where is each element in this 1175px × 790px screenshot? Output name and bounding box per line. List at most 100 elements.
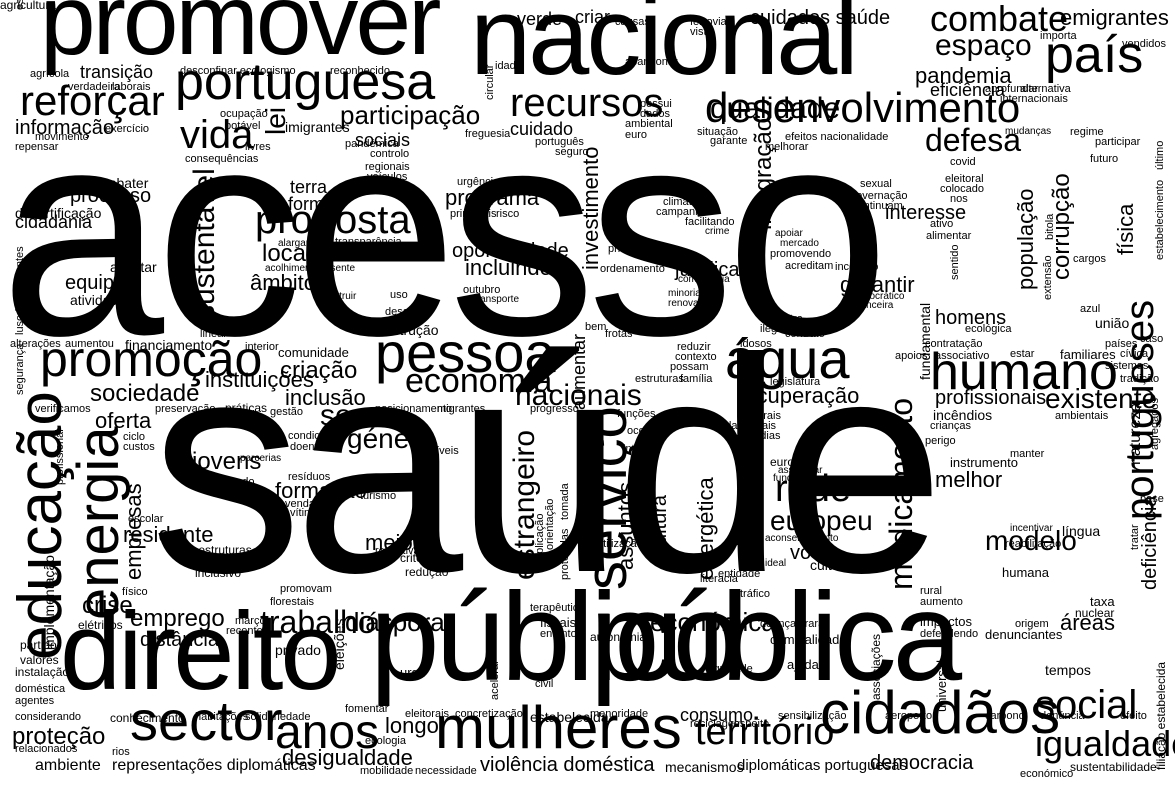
word-acelerar: acelerar [489, 660, 501, 700]
word-repensar: repensar [15, 140, 59, 153]
word-língua: língua [1062, 523, 1101, 540]
word-sector: sector [130, 689, 283, 753]
word-nos: nos [950, 192, 968, 205]
word-financeira: financeira [850, 299, 894, 311]
word-ecológica: ecológica [965, 322, 1012, 335]
word-potável: potável [225, 119, 261, 132]
word-crime: crime [705, 225, 730, 237]
word-garantir: garantir [840, 272, 915, 298]
word-sustentável: sustentável [188, 168, 221, 320]
word-último: último [1154, 140, 1166, 170]
word-ideal: ideal [765, 557, 787, 569]
word-concretização: concretização [455, 707, 523, 720]
word-promover: promover [40, 0, 441, 76]
word-ferrovia: ferrovia [690, 15, 727, 28]
word-português: português [535, 135, 584, 148]
word-idosos: idosos [740, 337, 772, 350]
word-áreas: áreas [1060, 610, 1116, 636]
word-equipas: equipas [65, 271, 136, 294]
word-exercício: exercício [105, 122, 150, 135]
word-crianças: crianças [930, 419, 971, 432]
word-recuperação: recuperação [737, 383, 860, 409]
word-valores: valores [20, 652, 59, 667]
word-mercado: mercado [780, 237, 819, 249]
word-reforçar: reforçar [20, 76, 165, 124]
word-transporte: transporte [474, 293, 520, 305]
word-física: física [1113, 203, 1138, 255]
word-alternativa: alternativa [1020, 82, 1071, 95]
word-entanto: entanto [540, 627, 577, 640]
word-livres: livres [245, 140, 271, 153]
word-apoiar: apoiar [775, 227, 803, 239]
word-apostar: apostar [110, 259, 157, 276]
word-combate: combate [930, 0, 1069, 39]
word-reciclagem: reciclagem [690, 717, 744, 730]
word-manter: manter [1010, 447, 1045, 460]
word-direito: direito [60, 589, 342, 713]
word-progresso: progresso [530, 402, 579, 415]
word-associações: associações [869, 633, 883, 700]
word-incluindo: incluindo [465, 255, 552, 281]
word-florestais: florestais [270, 595, 315, 608]
word-modo: modo [227, 475, 255, 488]
word-circular: circular [484, 64, 496, 100]
word-interior: interior [245, 340, 279, 353]
word-alargando: alargando [278, 237, 323, 249]
word-total: total [775, 322, 796, 335]
word-doentes: doentes [290, 440, 330, 453]
word-inclusivo: inclusivo [195, 565, 242, 580]
word-associativo: associativo [935, 349, 990, 362]
word-alimentar: alimentar [926, 229, 972, 242]
word-rural: rural [920, 584, 943, 597]
word-climáticas: climáticas [663, 195, 712, 208]
word-alterações: alterações [10, 337, 61, 350]
word-apoios: apoios [895, 349, 928, 362]
word-critérios: critérios [400, 550, 443, 565]
word-tráfico: tráfico [740, 587, 770, 600]
word-anos: anos [275, 706, 380, 760]
word-turismo: turismo [360, 489, 397, 502]
word-solidariedade: solidariedade [245, 710, 311, 723]
word-instrumento: instrumento [950, 455, 1018, 471]
word-renováveis: renováveis [336, 249, 385, 261]
word-proteção: proteção [12, 723, 106, 751]
word-âmbito: âmbito [250, 270, 317, 296]
word-violência-doméstica: violência doméstica [480, 753, 655, 776]
word-eleições: eleições [331, 618, 347, 670]
word-outubro: outubro [463, 283, 501, 296]
word-efeitos-nacionalidade: efeitos nacionalidade [785, 130, 889, 143]
word-ambiental: ambiental [625, 117, 673, 130]
word-lusodescendentes: lusodescendentes [14, 246, 26, 335]
word-países: países [1105, 337, 1138, 350]
word-estabelecida: estabelecida [530, 709, 609, 726]
word-humana: humana [1002, 565, 1049, 581]
word-social: social [1035, 683, 1138, 728]
word-níveis: níveis [430, 444, 459, 457]
word-risco: risco [496, 207, 520, 220]
word-escolas: escolas [212, 487, 250, 500]
word-cívica: cívica [1120, 347, 1149, 360]
word-culturais: culturais [740, 409, 781, 422]
word-desafios: desafios [385, 305, 426, 318]
word-bitola: bitola [1044, 213, 1056, 240]
word-terapêutica: terapêutica [530, 601, 585, 614]
word-infraestruturas: infraestruturas [175, 542, 252, 557]
word-tradição: tradição [1120, 372, 1160, 385]
word-covid: covid [950, 155, 976, 168]
word-bem: bem [585, 320, 607, 333]
word-ambientais: ambientais [1055, 409, 1109, 422]
word-deficiência: deficiência [1139, 495, 1161, 590]
word-carbono: carbono [985, 709, 1025, 722]
word-urgência: urgência [457, 175, 500, 188]
word-imigrantes: imigrantes [285, 119, 350, 136]
word-nacional: nacional [470, 0, 859, 98]
word-desconfinar-ecologismo: desconfinar ecologismo [180, 64, 296, 77]
word-importa: importa [1040, 29, 1077, 42]
word-ordenamento: ordenamento [600, 262, 665, 275]
word-digital: digital [365, 180, 394, 193]
word-agricultura: agricultura [0, 0, 57, 12]
word-origem: origem [1015, 617, 1049, 630]
word-linear: linear [200, 327, 227, 340]
word-elétricos: elétricos [78, 617, 123, 632]
